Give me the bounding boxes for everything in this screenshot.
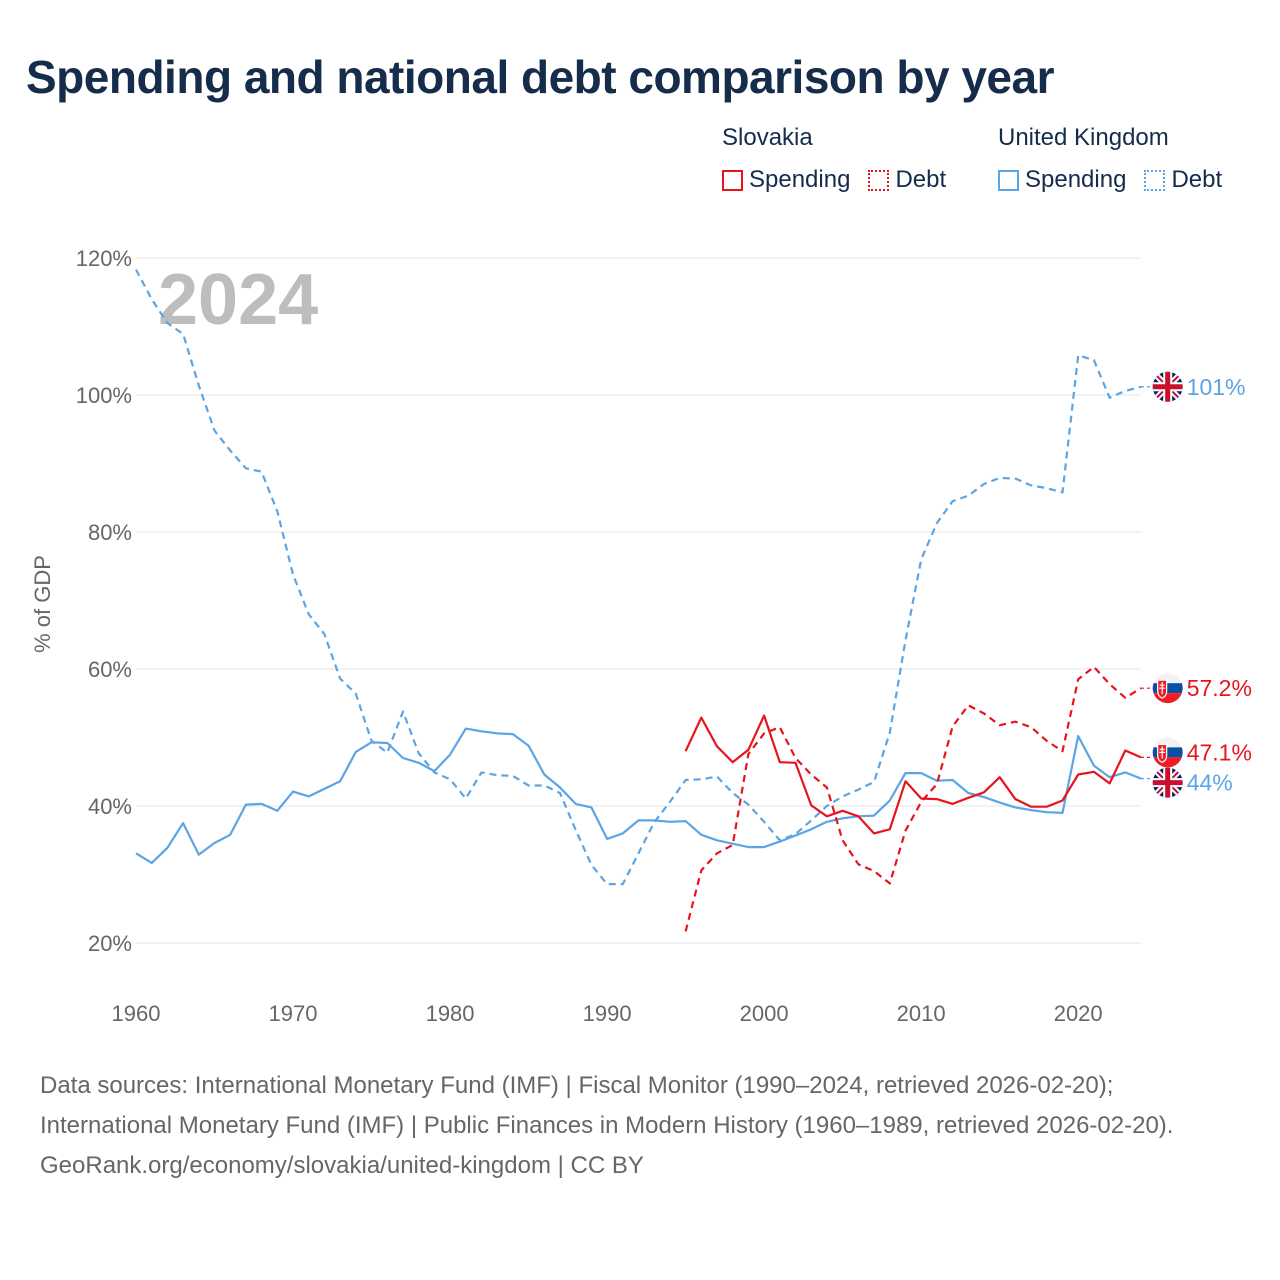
x-tick-label: 2000 — [740, 1001, 789, 1026]
legend-slovakia: Slovakia Spending Debt — [722, 124, 964, 194]
end-markers: 101% 44% 57.2% 47.1% — [1141, 371, 1252, 799]
series-line-slovakia-debt[interactable] — [684, 665, 1142, 932]
legend-label-uk-debt[interactable]: Debt — [1171, 166, 1223, 193]
axes: 20% 40% 60% 80% 100% 120% 1960 1970 1980 1990 2000… — [76, 246, 1103, 1026]
legend-swatch-slovakia-debt[interactable] — [868, 169, 890, 191]
x-tick-label: 2010 — [897, 1001, 946, 1026]
legend-label-slovakia-debt[interactable]: Debt — [895, 166, 947, 193]
end-value-label: 44% — [1187, 770, 1233, 796]
x-tick-label: 1980 — [426, 1001, 475, 1026]
end-value-label: 57.2% — [1187, 675, 1252, 701]
year-watermark: 2024 — [158, 260, 318, 340]
grid — [136, 257, 1141, 944]
y-tick-label: 60% — [88, 657, 132, 682]
x-tick-label: 1960 — [112, 1001, 161, 1026]
data-sources: Data sources: International Monetary Fun… — [40, 1072, 1174, 1139]
series — [135, 269, 1142, 932]
x-tick-label: 2020 — [1054, 1001, 1103, 1026]
line-chart: 2024 20% 40% 60% 80% 100% 120% 1960 1970 1980 199… — [30, 246, 1252, 1026]
y-tick-label: 20% — [88, 931, 132, 956]
legend-swatch-slovakia-spending[interactable] — [722, 169, 743, 191]
y-tick-label: 120% — [76, 246, 132, 271]
y-tick-label: 100% — [76, 383, 132, 408]
legend-swatch-uk-debt[interactable] — [1144, 169, 1166, 191]
series-line-united-kingdom-debt[interactable] — [135, 269, 1142, 886]
legend-united-kingdom: United Kingdom Spending Debt — [998, 124, 1222, 194]
x-tick-label: 1970 — [269, 1001, 318, 1026]
uk-flag-icon — [1152, 767, 1184, 799]
slovakia-flag-icon — [1152, 736, 1184, 768]
legend-label-slovakia-spending[interactable]: Spending — [749, 166, 851, 193]
legend-country-name: Slovakia — [722, 124, 813, 151]
series-line-united-kingdom-spending[interactable] — [135, 727, 1142, 865]
legend-label-uk-spending[interactable]: Spending — [1025, 166, 1127, 193]
y-tick-label: 80% — [88, 520, 132, 545]
y-axis-title: % of GDP — [30, 555, 55, 653]
y-tick-label: 40% — [88, 794, 132, 819]
series-line-slovakia-spending[interactable] — [684, 714, 1142, 835]
legend-swatch-uk-spending[interactable] — [998, 169, 1019, 191]
credit-link[interactable]: GeoRank.org/economy/slovakia/united-king… — [40, 1152, 644, 1179]
footer: Data sources: International Monetary Fun… — [40, 1066, 1240, 1186]
legend-country-name: United Kingdom — [998, 124, 1169, 151]
chart-title: Spending and national debt comparison by… — [26, 51, 1055, 103]
slovakia-flag-icon — [1152, 672, 1184, 704]
uk-flag-icon — [1152, 371, 1184, 403]
x-tick-label: 1990 — [583, 1001, 632, 1026]
end-value-label: 101% — [1187, 374, 1246, 400]
end-value-label: 47.1% — [1187, 739, 1252, 765]
